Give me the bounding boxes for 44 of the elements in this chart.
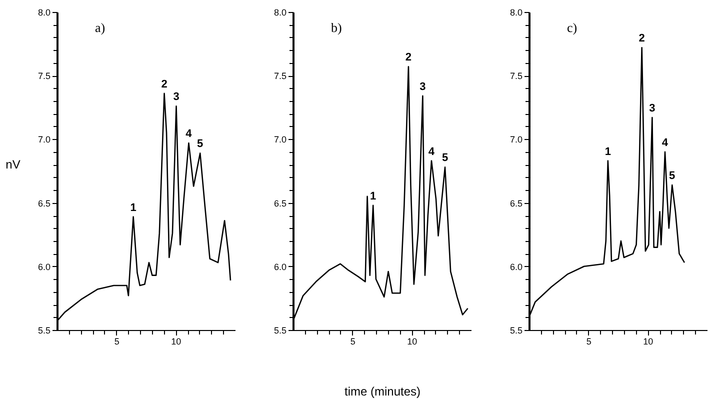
y-tick-label: 6.5 (38, 198, 50, 208)
annotation: 5 (669, 170, 676, 182)
y-tick-label: 7.0 (274, 134, 286, 145)
annotation: 2 (405, 52, 412, 64)
y-tick-label: 7.5 (510, 71, 522, 82)
annotation: 2 (161, 78, 168, 90)
y-tick-label: 8.0 (510, 8, 522, 18)
y-tick-label: 7.0 (38, 134, 50, 145)
y-tick-label: 6.0 (38, 262, 50, 272)
annotation: 4 (662, 136, 669, 149)
y-tick-label: 5.5 (274, 326, 286, 336)
y-axis-title: nV (6, 158, 20, 172)
annotation: 2 (638, 32, 645, 45)
x-tick-label: 10 (643, 336, 654, 346)
y-tick-label: 6.5 (510, 198, 522, 208)
annotation: 4 (186, 128, 193, 140)
text: b) (331, 20, 342, 35)
text: c) (567, 20, 578, 35)
annotation: 4 (428, 146, 436, 158)
annotation: 1 (604, 146, 611, 158)
x-tick-label: 5 (586, 336, 592, 346)
x-tick-label: 10 (407, 336, 418, 346)
y-tick-label: 6.0 (274, 262, 286, 272)
y-tick-label: 7.5 (274, 71, 286, 82)
y-tick-label: 7.5 (38, 71, 50, 82)
y-tick-label: 6.0 (510, 262, 522, 272)
y-tick-label: 7.0 (510, 134, 522, 145)
annotation: 3 (173, 91, 180, 104)
x-tick-label: 5 (350, 336, 356, 346)
annotation: 5 (442, 152, 448, 164)
text: a) (95, 20, 106, 35)
y-tick-label: 5.5 (510, 326, 522, 336)
x-tick-label: 10 (171, 336, 182, 346)
x-tick-label: 5 (114, 336, 120, 346)
annotation: 5 (197, 138, 204, 150)
x-axis-title: time (minutes) (344, 384, 421, 398)
annotation: 3 (420, 80, 426, 93)
y-tick-label: 5.5 (38, 326, 50, 336)
annotation: 3 (649, 102, 656, 115)
y-tick-label: 8.0 (38, 8, 50, 18)
annotation: 1 (370, 190, 376, 202)
annotation: 1 (130, 202, 136, 214)
y-tick-label: 8.0 (274, 8, 286, 18)
y-tick-label: 6.5 (274, 198, 286, 208)
